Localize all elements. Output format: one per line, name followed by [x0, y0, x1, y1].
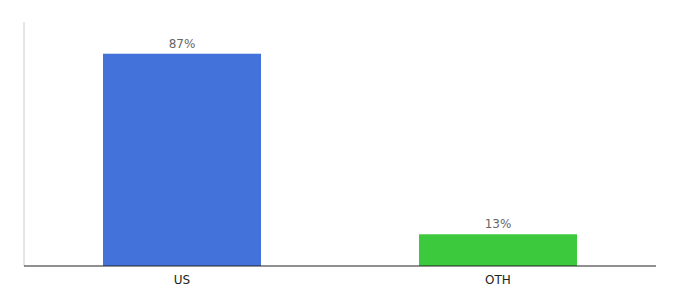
data-label: 87% — [169, 37, 196, 51]
data-label: 13% — [485, 217, 512, 231]
y-axis-line — [24, 22, 25, 266]
bar — [419, 234, 577, 266]
x-tick-label: OTH — [485, 273, 511, 287]
x-tick-label: US — [174, 273, 190, 287]
chart: 87% 13% US OTH — [0, 0, 680, 300]
bar — [103, 54, 261, 266]
x-axis-line — [24, 265, 656, 266]
bars — [103, 54, 577, 266]
